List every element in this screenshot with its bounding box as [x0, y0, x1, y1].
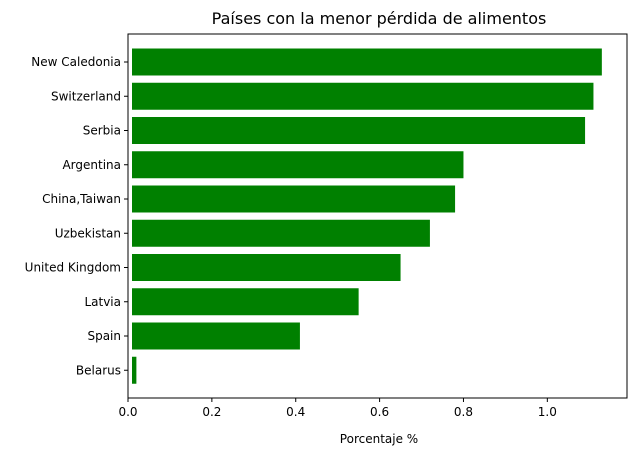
x-tick-label: 0.2 [202, 405, 221, 419]
bars-group [132, 48, 602, 384]
bar-uzbekistan [132, 219, 430, 247]
x-tick-label: 0.0 [118, 405, 137, 419]
y-tick-label: Uzbekistan [55, 226, 121, 240]
bar-latvia [132, 288, 359, 316]
y-tick-label: Serbia [83, 124, 121, 138]
plot-frame [127, 33, 628, 399]
bar-argentina [132, 151, 464, 179]
y-tick-label: Spain [87, 329, 121, 343]
y-tick-label: Latvia [84, 295, 121, 309]
bar-belarus [132, 356, 137, 384]
y-tick-label: Argentina [62, 158, 121, 172]
bar-spain [132, 322, 300, 350]
y-tick-label: New Caledonia [31, 55, 121, 69]
y-tick-label: United Kingdom [25, 261, 121, 275]
x-tick-label: 1.0 [538, 405, 557, 419]
y-tick-label: Belarus [76, 363, 121, 377]
bar-china-taiwan [132, 185, 456, 213]
x-axis-ticks: 0.0 0.2 0.4 0.6 0.8 1.0 [118, 398, 557, 419]
x-axis-label: Porcentaje % [340, 432, 418, 446]
x-tick-label: 0.4 [286, 405, 305, 419]
y-tick-label: Switzerland [51, 89, 121, 103]
bar-united-kingdom [132, 254, 401, 281]
y-axis-ticks: New Caledonia Switzerland Serbia Argentina C… [25, 55, 128, 377]
bar-switzerland [132, 82, 594, 110]
x-tick-label: 0.6 [370, 405, 389, 419]
bar-serbia [132, 117, 586, 144]
bar-new-caledonia [132, 48, 602, 76]
y-tick-label: China,Taiwan [42, 192, 121, 206]
x-tick-label: 0.8 [454, 405, 473, 419]
chart-title: Países con la menor pérdida de alimentos [212, 9, 547, 28]
